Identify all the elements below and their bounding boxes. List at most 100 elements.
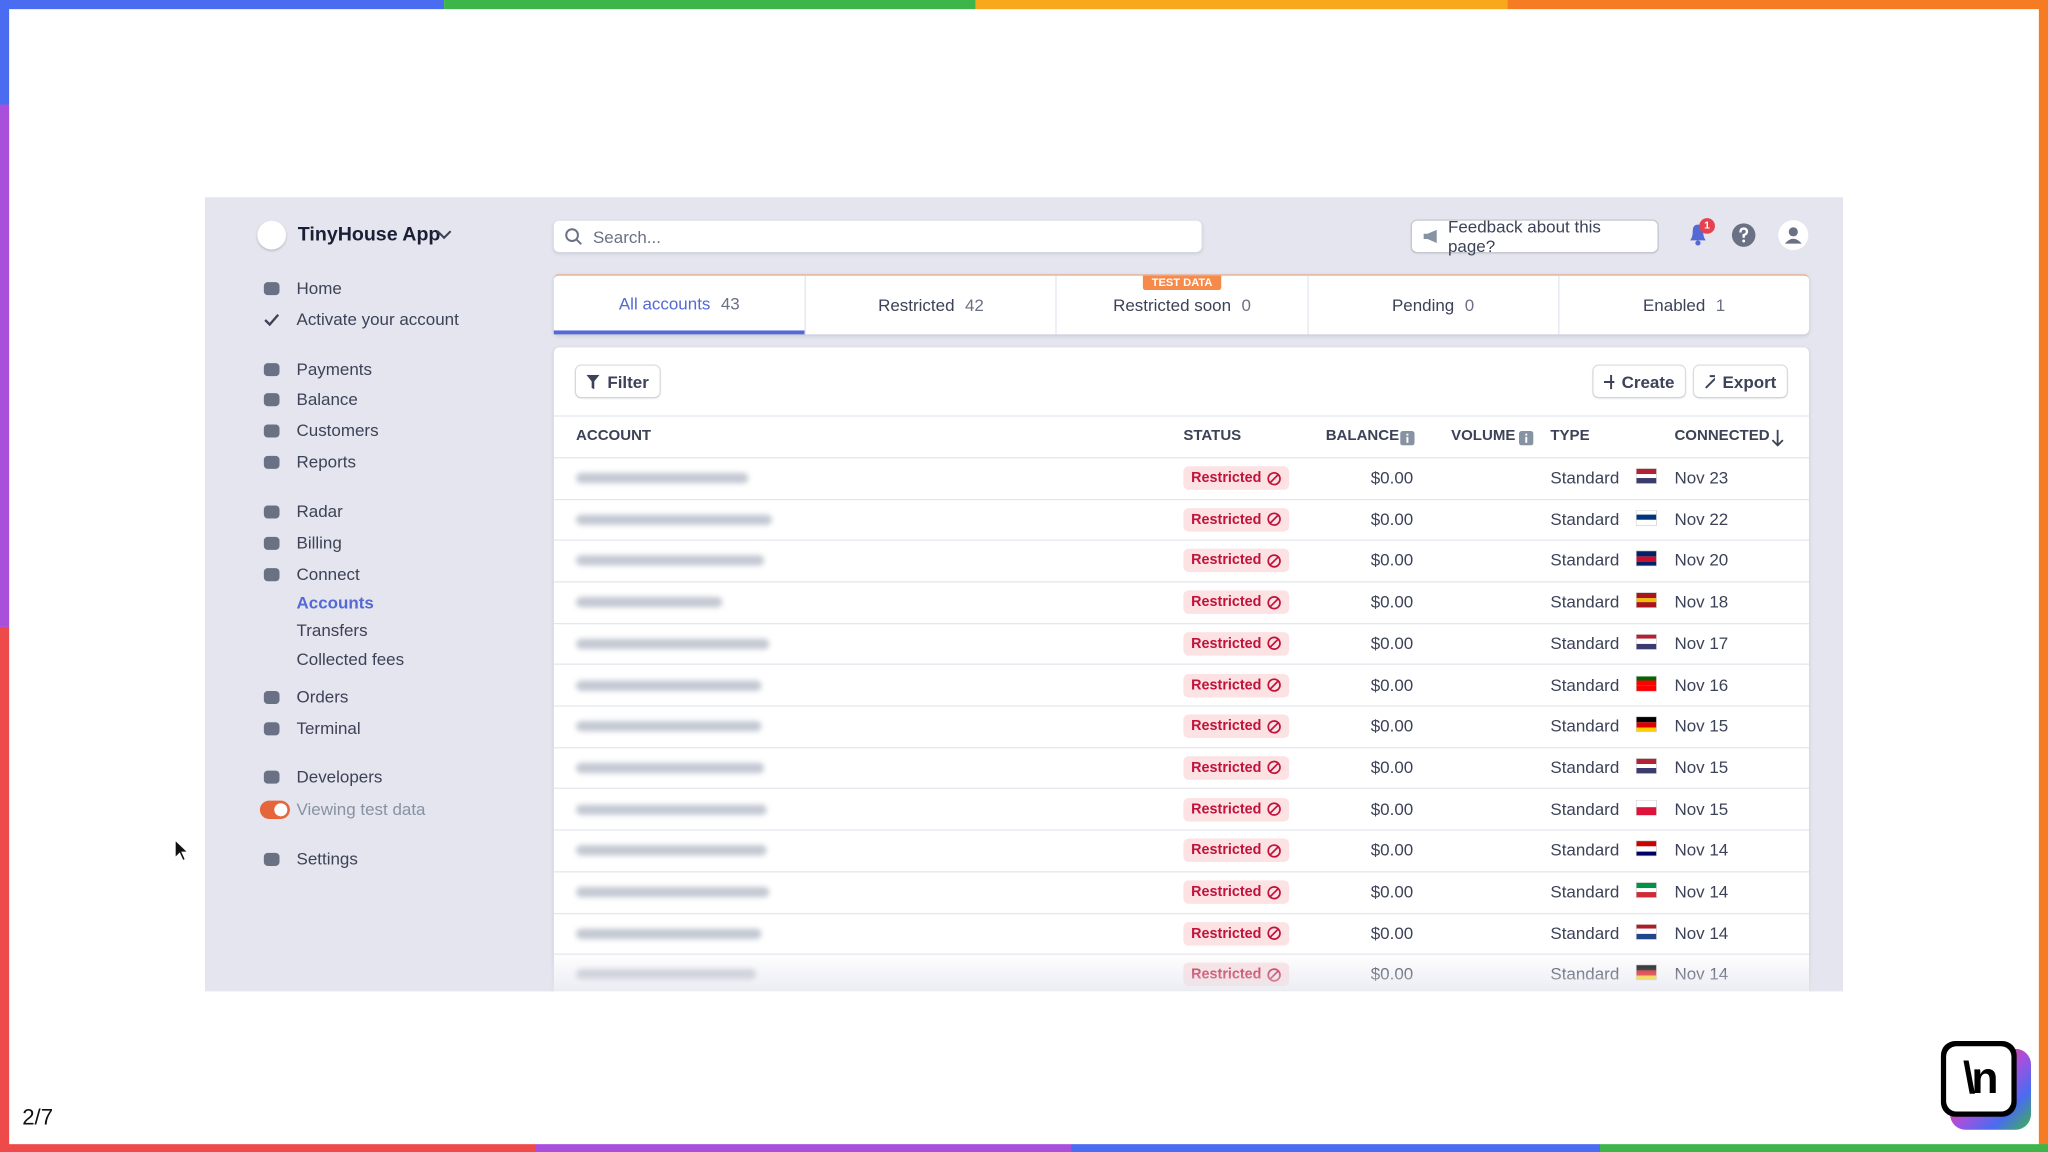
restricted-icon	[1267, 802, 1281, 816]
nav-icon	[264, 314, 280, 327]
tab[interactable]: All accounts 43	[553, 276, 805, 335]
account-type: Standard	[1550, 798, 1620, 819]
app-window: TinyHouse App Search... Feedback about t…	[205, 197, 1843, 992]
column-header: STATUS	[1183, 428, 1242, 445]
search-box[interactable]: Search...	[553, 220, 1202, 253]
nav-icon	[263, 568, 280, 582]
border	[0, 0, 445, 10]
tab-count: 0	[1464, 295, 1475, 315]
account-id-redacted	[575, 721, 762, 732]
nav-item[interactable]: Transfers	[296, 620, 368, 640]
restricted-icon	[1267, 761, 1281, 775]
create-button[interactable]: Create	[1593, 365, 1685, 398]
notification-count: 1	[1699, 218, 1715, 234]
accounts-table: Filter Create Export ACCOUNT STATUS BALANC…	[553, 347, 1809, 992]
balance: $0.00	[1370, 881, 1414, 902]
connected-date: Nov 22	[1674, 508, 1729, 529]
nav-item[interactable]: Terminal	[296, 718, 361, 738]
filter-button[interactable]: Filter	[575, 365, 660, 398]
flag-stripe	[1636, 722, 1657, 727]
restricted-icon	[1267, 636, 1281, 651]
help-icon[interactable]	[1731, 222, 1757, 248]
status-label: Restricted	[1191, 552, 1262, 569]
nav-item[interactable]: Customers	[296, 420, 379, 441]
flag	[1636, 593, 1657, 608]
row-divider	[553, 870, 1809, 873]
tab-label: Restricted soon	[1113, 295, 1232, 315]
connected-date: Nov 14	[1674, 840, 1729, 860]
flag	[1636, 551, 1657, 567]
connected-date: Nov 15	[1674, 798, 1729, 819]
flag-stripe	[1636, 758, 1657, 764]
tab-count: 1	[1715, 295, 1726, 315]
flag-stripe	[1636, 644, 1657, 649]
status-badge: Restricted	[1183, 838, 1289, 863]
column-header: ACCOUNT	[575, 428, 652, 445]
account-id-redacted	[575, 928, 762, 939]
nav-icon	[263, 455, 280, 469]
restricted-icon	[1267, 554, 1281, 568]
tab-label: Pending	[1391, 295, 1455, 315]
nav-icon	[263, 393, 280, 407]
feedback-label: Feedback about this page?	[1447, 216, 1601, 256]
border	[1071, 1144, 1600, 1152]
flag	[1636, 800, 1657, 815]
account-type: Standard	[1550, 508, 1620, 529]
nav-item[interactable]: Payments	[296, 359, 372, 379]
flag	[1636, 468, 1657, 484]
nav-item[interactable]: Orders	[296, 687, 349, 707]
search-placeholder: Search...	[592, 226, 661, 247]
nav-item[interactable]: Viewing test data	[296, 799, 426, 819]
column-header[interactable]: CONNECTED	[1674, 428, 1770, 445]
nav-item[interactable]: Accounts	[296, 592, 374, 613]
restricted-icon	[1267, 595, 1281, 609]
nav-item[interactable]: Billing	[296, 532, 342, 553]
nav-item[interactable]: Balance	[296, 389, 358, 409]
row-divider	[553, 498, 1809, 500]
flag-stripe	[1636, 478, 1657, 484]
flag-stripe	[1636, 924, 1657, 930]
nav-item[interactable]: Home	[296, 278, 342, 298]
tab[interactable]: Enabled 1	[1557, 275, 1809, 335]
nav-item[interactable]: Reports	[296, 451, 356, 472]
filter-icon	[586, 374, 600, 389]
restricted-icon	[1267, 843, 1281, 858]
flag-stripe	[1636, 887, 1657, 893]
restricted-icon	[1267, 512, 1281, 527]
nav-icon	[263, 852, 280, 866]
tab[interactable]: Pending 0	[1306, 275, 1558, 335]
flag-stripe	[1636, 597, 1657, 603]
nav-item[interactable]: Connect	[296, 564, 360, 584]
flag-stripe	[1636, 593, 1657, 598]
info-icon	[1519, 431, 1534, 446]
nav-item[interactable]: Collected fees	[296, 649, 405, 669]
feedback-button[interactable]: Feedback about this page?	[1411, 217, 1658, 256]
cursor	[174, 838, 190, 862]
export-button[interactable]: Export	[1694, 365, 1787, 398]
status-badge: Restricted	[1183, 756, 1289, 780]
avatar[interactable]	[1778, 219, 1809, 251]
status-label: Restricted	[1191, 511, 1262, 528]
nav-item[interactable]: Radar	[296, 501, 343, 522]
tab[interactable]: Restricted soon 0	[1055, 275, 1307, 335]
nav-item[interactable]: Settings	[296, 848, 358, 869]
flag-stripe	[1636, 800, 1657, 808]
nav-item[interactable]: Developers	[296, 766, 383, 787]
row-divider	[553, 622, 1809, 624]
account-type: Standard	[1550, 923, 1620, 943]
balance: $0.00	[1370, 633, 1414, 653]
app-icon	[257, 220, 287, 250]
nav-item[interactable]: Activate your account	[296, 309, 459, 330]
fade	[205, 952, 1843, 992]
flag-stripe	[1636, 551, 1657, 557]
column-header: VOLUME	[1451, 428, 1516, 445]
export-label: Export	[1722, 371, 1777, 392]
account-id-redacted	[575, 762, 765, 774]
connected-date: Nov 16	[1674, 674, 1729, 695]
status-label: Restricted	[1191, 842, 1262, 859]
status-badge: Restricted	[1183, 714, 1289, 739]
flag-stripe	[1636, 929, 1657, 934]
tab[interactable]: Restricted 42	[804, 275, 1056, 335]
test-data-badge: TEST DATA	[1142, 275, 1222, 290]
app-name[interactable]: TinyHouse App	[297, 223, 441, 246]
